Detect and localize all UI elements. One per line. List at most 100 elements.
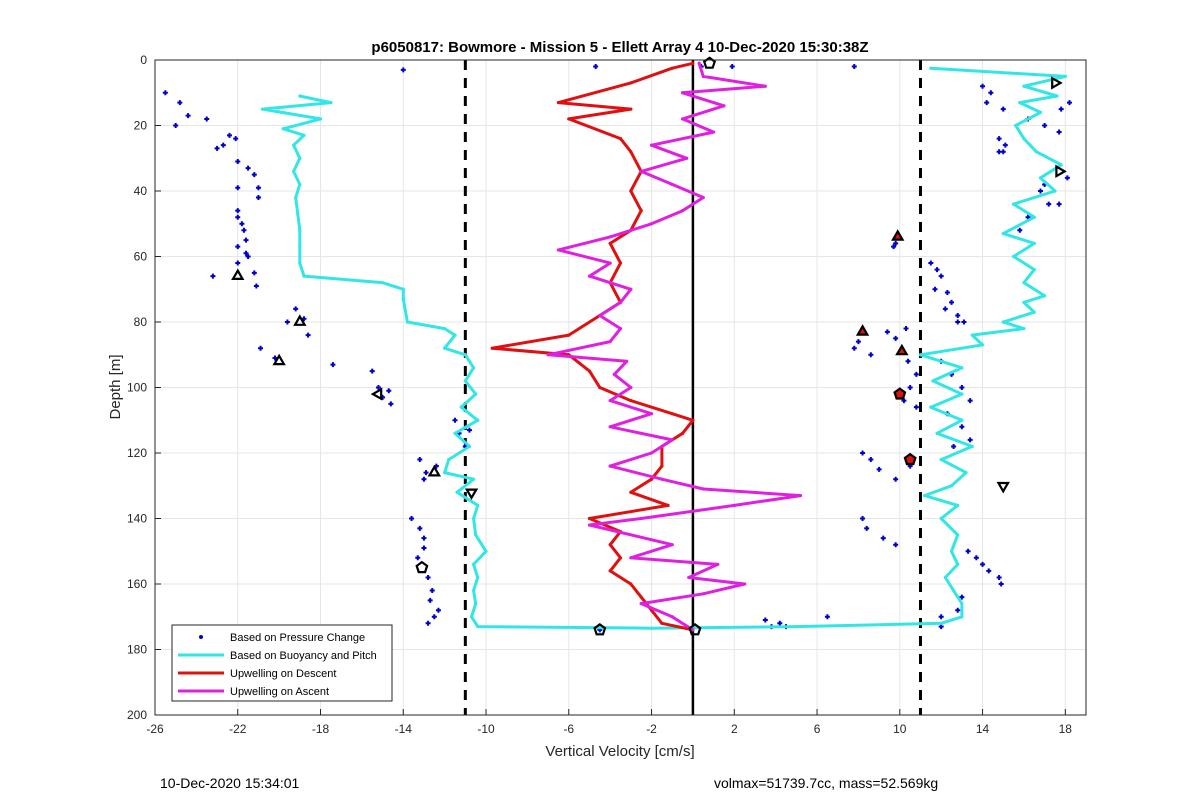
series-point (949, 484, 954, 488)
pressure-point (729, 64, 735, 70)
pressure-point (893, 542, 899, 548)
series-point (296, 212, 300, 216)
series-point (697, 61, 701, 65)
series-point (453, 431, 457, 435)
series-point (474, 392, 478, 396)
series-point (649, 412, 654, 416)
pressure-point (235, 208, 241, 214)
series-point (587, 274, 592, 278)
pressure-point (955, 312, 961, 318)
pressure-point (938, 624, 944, 630)
pressure-point (421, 545, 427, 551)
pressure-point (860, 516, 866, 521)
series-point (1059, 163, 1063, 167)
series-point (608, 261, 612, 265)
legend: Based on Pressure Change Based on Buoyanc… (171, 624, 393, 702)
series-point (1043, 294, 1047, 298)
pressure-point (1058, 106, 1064, 112)
series-point (670, 615, 674, 619)
series-point (629, 556, 633, 560)
series-based-on-buoyancy-and-pitch (260, 66, 1067, 630)
pressure-point (959, 424, 965, 430)
pressure-point (893, 240, 899, 246)
y-tick-label: 80 (134, 315, 148, 329)
series-point (472, 477, 476, 481)
pressure-point (880, 535, 886, 541)
series-point (649, 626, 654, 630)
series-point (680, 209, 685, 213)
triangle-up-marker (895, 343, 909, 356)
triangle-up-marker (427, 464, 442, 477)
series-point (260, 107, 265, 111)
series-point (660, 621, 664, 625)
pressure-point (1000, 106, 1006, 112)
series-point (443, 326, 447, 331)
pressure-point (284, 319, 290, 325)
pressure-point (330, 362, 336, 368)
series-point (670, 438, 674, 442)
pentagon-marker (593, 623, 607, 636)
pressure-point (466, 427, 472, 433)
triangle-right-marker (1051, 76, 1063, 90)
pressure-point (235, 159, 241, 165)
series-point (453, 333, 457, 337)
pressure-point (429, 588, 435, 594)
series-point (1018, 100, 1022, 105)
series-point (1014, 123, 1018, 128)
series-point (292, 169, 296, 173)
series-point (298, 182, 302, 187)
pressure-point (996, 574, 1002, 580)
series-point (1022, 137, 1026, 141)
pressure-point (375, 385, 381, 390)
series-point (556, 100, 561, 105)
series-point (612, 372, 616, 376)
series-point (618, 300, 623, 304)
series-point (960, 418, 964, 422)
series-point (1032, 310, 1036, 314)
series-point (951, 588, 956, 593)
series-point (929, 66, 933, 70)
y-tick-label: 140 (127, 512, 147, 526)
series-point (294, 195, 298, 200)
pressure-point (177, 100, 183, 106)
series-point (960, 615, 964, 619)
legend-label: Upwelling on Descent (230, 668, 336, 680)
series-point (956, 533, 960, 537)
series-point (618, 261, 623, 265)
series-point (329, 100, 333, 105)
series-point (598, 313, 602, 318)
pressure-point (851, 64, 857, 70)
triangle-right-marker (1055, 164, 1067, 178)
pressure-point (251, 172, 257, 178)
x-tick-label: 6 (814, 722, 821, 736)
series-point (1032, 215, 1036, 219)
series-point (687, 575, 691, 580)
series-point (618, 137, 623, 141)
pressure-point (996, 149, 1002, 155)
series-point (722, 104, 726, 108)
pressure-point (253, 283, 259, 289)
series-point (701, 195, 705, 200)
pressure-point (980, 83, 986, 89)
series-point (660, 477, 664, 481)
series-point (1001, 320, 1005, 324)
marker-layer (231, 56, 1067, 636)
series-point (467, 444, 472, 449)
series-point (639, 209, 643, 213)
x-tick-label: -10 (477, 722, 495, 736)
pressure-point (891, 244, 897, 250)
pressure-point (415, 555, 421, 561)
series-point (472, 562, 476, 566)
pressure-point (400, 67, 406, 73)
pressure-point (955, 607, 961, 613)
pressure-point (305, 332, 311, 338)
series-point (1032, 268, 1036, 272)
pressure-point (942, 306, 948, 312)
series-point (629, 189, 633, 193)
series-point (918, 353, 923, 357)
series-point (598, 385, 602, 390)
series-point (798, 493, 803, 498)
pentagon-marker (415, 560, 429, 574)
pressure-point (973, 555, 979, 561)
series-point (298, 228, 302, 232)
